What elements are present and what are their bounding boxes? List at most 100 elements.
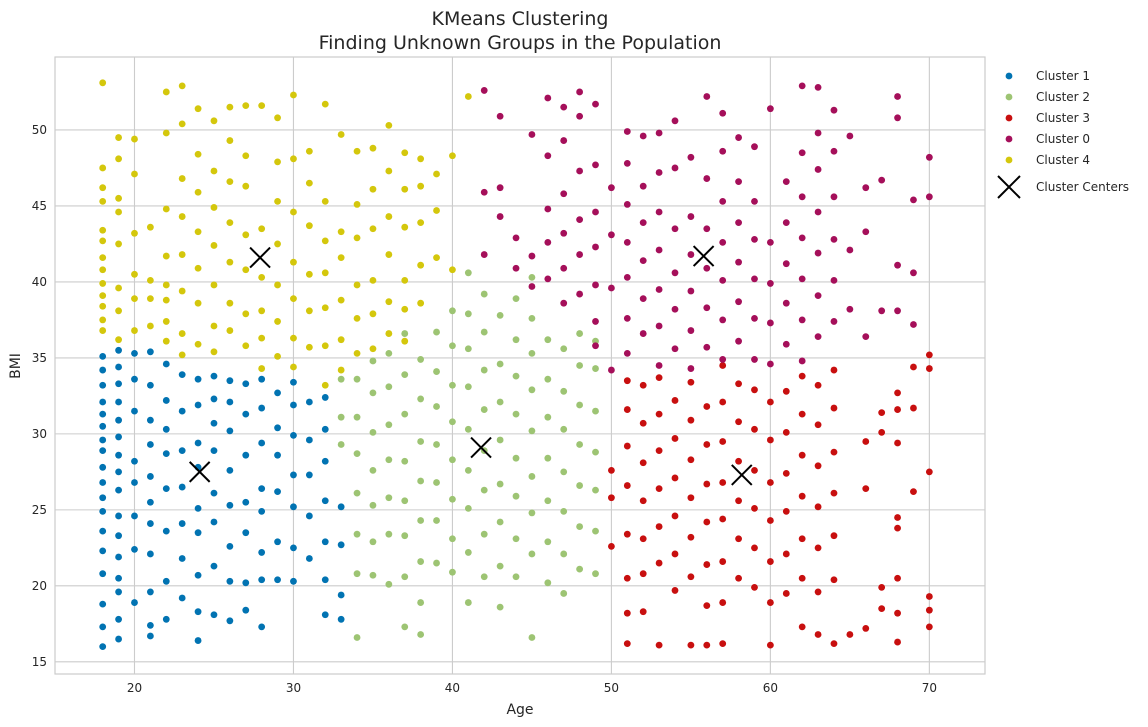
cluster-4-point — [290, 334, 297, 342]
cluster-2-point — [576, 401, 584, 409]
cluster-1-point — [115, 532, 122, 540]
cluster-1-point — [162, 615, 170, 623]
cluster-1-point — [162, 485, 170, 492]
cluster-4-point — [194, 188, 202, 196]
y-tick-label: 20 — [32, 579, 47, 593]
cluster-0-point — [544, 152, 552, 160]
cluster-3-point — [719, 362, 727, 369]
cluster-4-point — [242, 266, 250, 274]
cluster-2-point — [544, 497, 552, 505]
cluster-4-point — [274, 281, 281, 289]
cluster-2-point — [385, 456, 393, 464]
cluster-0-point — [671, 117, 679, 125]
cluster-1-point — [194, 608, 202, 616]
cluster-2-point — [592, 527, 599, 535]
cluster-1-point — [146, 588, 154, 596]
cluster-0-point — [592, 243, 599, 251]
cluster-1-point — [99, 600, 107, 608]
cluster-1-point — [210, 395, 218, 403]
cluster-0-point — [639, 132, 647, 140]
cluster-4-point — [178, 287, 186, 295]
cluster-0-point — [655, 129, 663, 137]
cluster-3-point — [798, 372, 806, 380]
cluster-1-point — [210, 447, 218, 455]
cluster-1-point — [131, 545, 138, 553]
cluster-4-point — [258, 102, 266, 110]
cluster-1-point — [146, 520, 154, 527]
legend: Cluster 1 Cluster 2 Cluster 3 Cluster 0 Clus… — [997, 69, 1129, 199]
cluster-1-point — [258, 507, 266, 515]
cluster-3-point — [910, 363, 917, 371]
cluster-3-point — [639, 535, 647, 543]
cluster-3-point — [719, 599, 727, 606]
cluster-2-point — [528, 427, 536, 435]
cluster-3-point — [623, 609, 631, 617]
cluster-2-point — [464, 504, 472, 512]
cluster-0-point — [544, 239, 552, 246]
cluster-0-point — [735, 219, 742, 227]
cluster-3-point — [703, 602, 711, 610]
cluster-0-point — [639, 295, 647, 303]
cluster-1-point — [321, 497, 329, 505]
cluster-1-point — [99, 436, 107, 444]
cluster-0-point — [608, 231, 615, 239]
cluster-1-point — [258, 375, 266, 383]
cluster-2-point — [512, 492, 520, 500]
cluster-4-point — [353, 281, 361, 289]
cluster-4-point — [131, 170, 138, 178]
cluster-2-point — [417, 631, 425, 638]
cluster-0-point — [798, 149, 806, 157]
cluster-4-point — [178, 351, 186, 359]
cluster-4-point — [353, 349, 361, 357]
cluster-2-point — [464, 599, 472, 606]
cluster-4-point — [242, 182, 250, 190]
cluster-2-point — [369, 357, 377, 365]
cluster-4-point — [131, 295, 138, 303]
x-tick-label: 40 — [445, 681, 460, 695]
cluster-3-point — [751, 386, 758, 394]
cluster-4-point — [226, 299, 234, 307]
cluster-3-point — [798, 574, 806, 582]
cluster-4-point — [369, 185, 377, 193]
cluster-4-point — [242, 310, 250, 318]
cluster-3-point — [814, 631, 822, 638]
cluster-4-point — [258, 334, 266, 342]
cluster-0-point — [894, 261, 901, 269]
cluster-0-point — [639, 182, 647, 190]
cluster-3-point — [766, 517, 774, 524]
cluster-4-series — [99, 79, 472, 389]
cluster-0-point — [719, 316, 727, 324]
cluster-1-point — [178, 555, 186, 562]
cluster-1-point — [258, 404, 266, 412]
cluster-0-point — [910, 269, 917, 277]
cluster-0-point — [751, 197, 758, 205]
cluster-1-point — [321, 425, 329, 433]
cluster-3-point — [862, 485, 870, 492]
cluster-0-point — [703, 304, 711, 312]
cluster-3-point — [735, 497, 742, 505]
cluster-2-point — [576, 482, 584, 489]
cluster-1-point — [274, 576, 281, 584]
cluster-3-point — [703, 441, 711, 448]
cluster-2-point — [401, 623, 409, 631]
cluster-0-point — [687, 365, 695, 372]
cluster-4-point — [226, 178, 234, 186]
cluster-4-point — [337, 131, 345, 138]
cluster-2-point — [496, 562, 504, 570]
cluster-2-point — [417, 356, 425, 363]
cluster-2-point — [401, 410, 409, 418]
cluster-2-point — [449, 568, 456, 576]
cluster-3-point — [798, 410, 806, 418]
cluster-0-point — [766, 105, 774, 113]
cluster-3-point — [639, 497, 647, 505]
cluster-4-point — [210, 167, 218, 175]
cluster-0-point — [592, 342, 599, 350]
cluster-4-point — [337, 366, 345, 374]
y-tick-labels: 15 20 25 30 35 40 45 50 — [32, 123, 47, 669]
cluster-4-point — [417, 155, 425, 163]
cluster-4-point — [178, 330, 186, 337]
cluster-3-point — [655, 559, 663, 567]
cluster-2-point — [592, 570, 599, 578]
cluster-2-point — [560, 468, 568, 476]
cluster-4-point — [258, 273, 266, 281]
